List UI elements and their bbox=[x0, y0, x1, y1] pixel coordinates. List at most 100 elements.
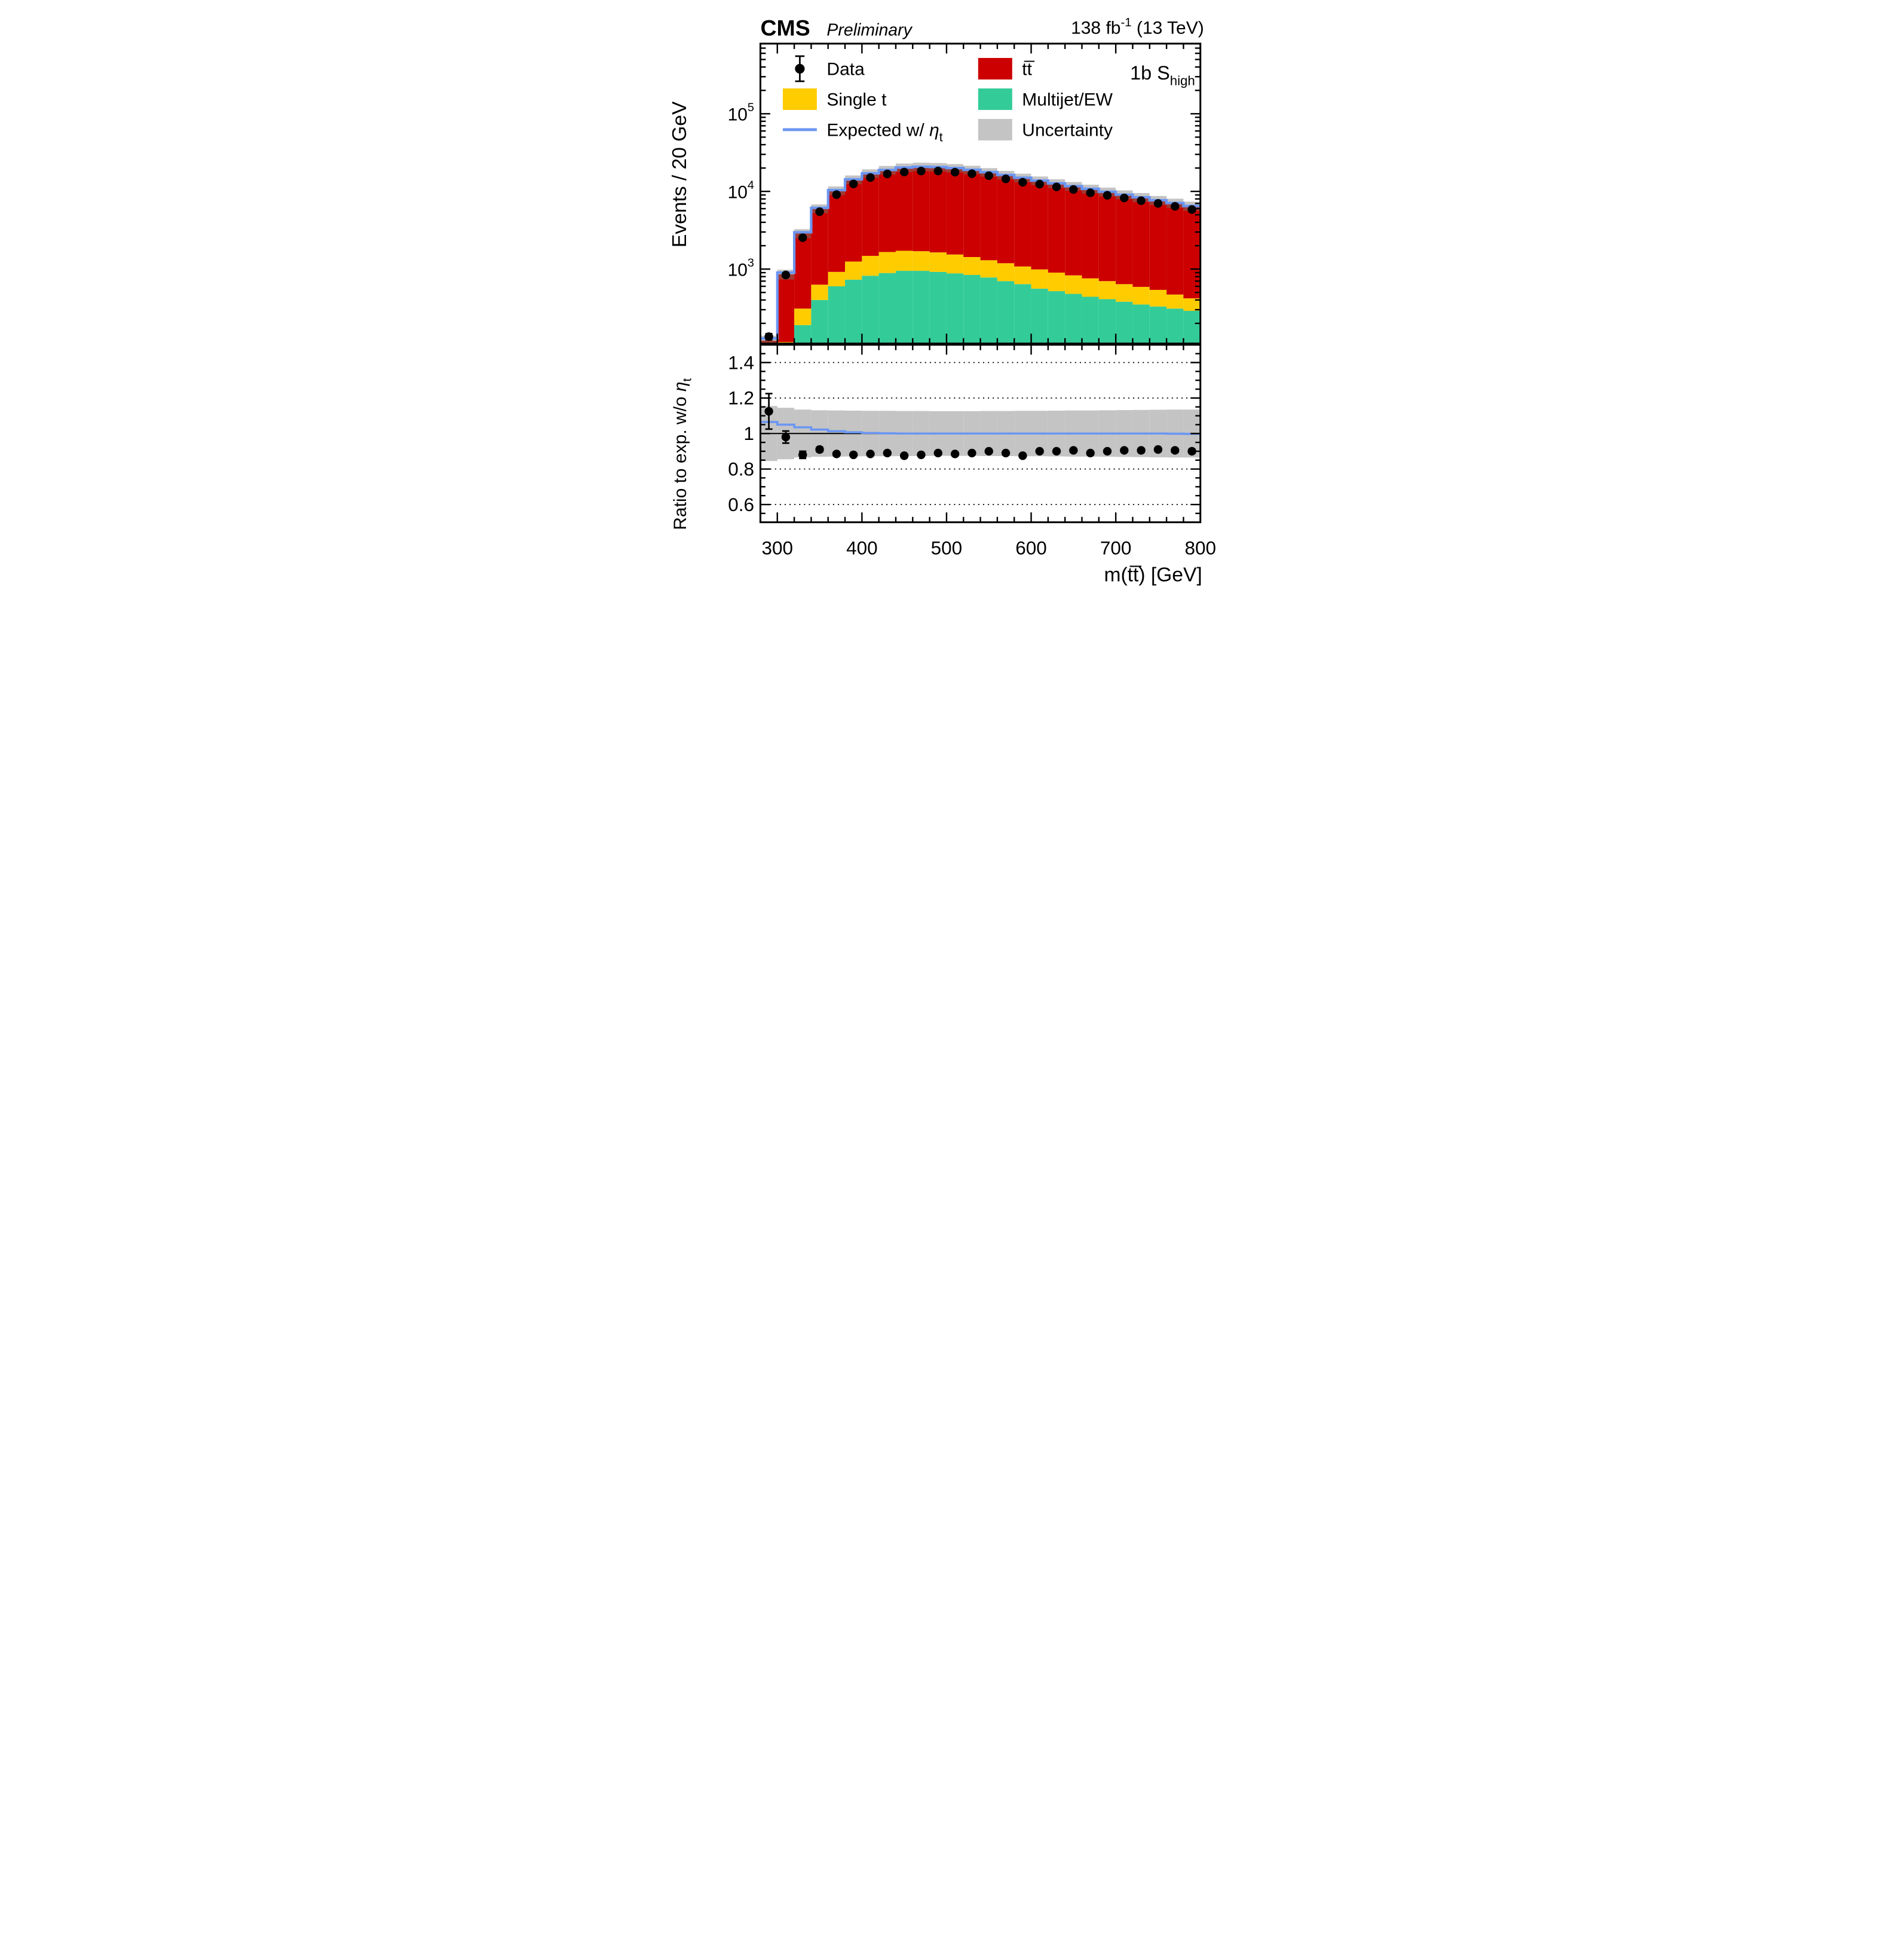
ratio-data-marker bbox=[984, 447, 993, 456]
uncertainty-upper-bin bbox=[862, 169, 879, 174]
data-point bbox=[1018, 178, 1027, 187]
uncertainty-upper-bin bbox=[929, 163, 947, 167]
ratio-data-point bbox=[1120, 446, 1129, 455]
region-label: 1b Shigh bbox=[1130, 62, 1195, 88]
single-t-bin bbox=[1183, 298, 1201, 311]
data-point bbox=[781, 270, 791, 280]
data-point bbox=[967, 169, 976, 178]
data-marker bbox=[815, 207, 824, 216]
ttbar-bin bbox=[895, 167, 913, 251]
data-point bbox=[866, 173, 875, 182]
ratio-data-point bbox=[883, 448, 892, 458]
data-point bbox=[984, 171, 993, 181]
ttbar-bin bbox=[963, 170, 981, 257]
ratio-data-point bbox=[1052, 447, 1061, 456]
single-t-bin bbox=[1065, 275, 1082, 294]
data-marker bbox=[1086, 188, 1095, 197]
ttbar-bin bbox=[1065, 186, 1082, 276]
data-point bbox=[832, 190, 841, 199]
ratio-data-marker bbox=[1035, 447, 1044, 456]
ratio-data-marker bbox=[1187, 447, 1196, 456]
ratio-tick-label: 0.6 bbox=[728, 494, 754, 515]
x-tick-label: 600 bbox=[1015, 538, 1047, 559]
data-point bbox=[899, 167, 909, 177]
ratio-data-marker bbox=[1001, 448, 1011, 458]
uncertainty-upper-bin bbox=[1031, 176, 1048, 181]
ratio-panel-frame bbox=[759, 344, 1202, 524]
y-tick-label: 103 bbox=[728, 256, 754, 280]
multijet-ew-bin bbox=[963, 275, 981, 344]
ratio-data-marker bbox=[1069, 446, 1078, 455]
ratio-tick-label: 1 bbox=[743, 423, 754, 444]
multijet-ew-bin bbox=[845, 279, 862, 344]
multijet-ew-bin bbox=[878, 273, 896, 344]
uncertainty-upper-bin bbox=[1014, 173, 1031, 178]
multijet-ew-bin bbox=[811, 299, 828, 344]
legend-item-multijet: Multijet/EW bbox=[978, 88, 1113, 110]
single-t-bin bbox=[980, 260, 997, 278]
data-marker bbox=[1018, 178, 1027, 187]
ratio-data-marker bbox=[866, 450, 875, 458]
single-t-bin bbox=[1014, 266, 1031, 285]
x-tick-label: 700 bbox=[1100, 538, 1132, 559]
data-point bbox=[815, 207, 824, 216]
data-marker bbox=[899, 167, 909, 177]
ttbar-bin bbox=[1048, 183, 1065, 273]
ratio-tick-label: 0.8 bbox=[728, 458, 754, 479]
data-marker bbox=[764, 332, 773, 341]
data-point bbox=[798, 233, 807, 242]
data-marker bbox=[917, 166, 926, 176]
single-t-bin bbox=[1132, 286, 1150, 305]
single-t-bin bbox=[1149, 289, 1167, 307]
ratio-expected-step bbox=[760, 421, 1201, 435]
multijet-ew-bin bbox=[1116, 301, 1133, 344]
multijet-ew-bin bbox=[1149, 306, 1167, 344]
single-t-bin bbox=[1048, 273, 1065, 292]
ratio-data-point bbox=[1153, 445, 1163, 454]
x-axis-title: m(tt̅) [GeV] bbox=[1104, 564, 1202, 586]
ttbar-bin bbox=[811, 208, 828, 285]
data-points-main bbox=[764, 166, 1196, 341]
data-point bbox=[849, 179, 858, 188]
ratio-data-point bbox=[849, 450, 858, 460]
ratio-data-marker bbox=[1018, 451, 1027, 460]
single-t-bin bbox=[963, 256, 981, 276]
single-t-bin bbox=[1098, 281, 1116, 299]
multijet-ew-bin bbox=[1031, 288, 1048, 344]
ratio-data-point bbox=[933, 448, 942, 458]
ratio-data-point bbox=[866, 450, 875, 458]
y-tick-label: 105 bbox=[728, 101, 754, 125]
uncertainty-upper-bin bbox=[845, 175, 862, 180]
ttbar-bin bbox=[828, 190, 846, 272]
single-t-bin bbox=[794, 308, 812, 325]
single-t-bin bbox=[929, 252, 947, 272]
ratio-data-point bbox=[1137, 446, 1146, 455]
ttbar-bin bbox=[777, 274, 795, 343]
x-tick-label: 400 bbox=[846, 538, 878, 559]
data-marker bbox=[1187, 205, 1196, 214]
ttbar-bin bbox=[794, 233, 812, 309]
data-marker bbox=[1103, 191, 1112, 200]
multijet-ew-bin bbox=[794, 325, 812, 344]
single-t-swatch bbox=[782, 88, 817, 110]
data-points-ratio bbox=[764, 393, 1196, 460]
uncertainty-upper-bin bbox=[963, 166, 981, 170]
ratio-reference-lines bbox=[760, 421, 1201, 435]
single-t-bin bbox=[845, 261, 862, 280]
uncertainty-upper-bin bbox=[1098, 187, 1116, 192]
ratio-data-marker bbox=[1137, 446, 1146, 455]
multijet-swatch bbox=[978, 88, 1012, 110]
multijet-ew-bin bbox=[1048, 291, 1065, 344]
single-t-bin bbox=[1082, 278, 1099, 297]
legend-item-uncertainty: Uncertainty bbox=[978, 118, 1113, 140]
ratio-data-marker bbox=[798, 450, 807, 460]
multijet-ew-bin bbox=[997, 281, 1015, 344]
ratio-data-marker bbox=[899, 451, 909, 460]
multijet-ew-bin bbox=[913, 271, 930, 344]
legend-item-data: Data bbox=[795, 55, 865, 82]
data-marker bbox=[984, 171, 993, 181]
data-marker bbox=[1153, 199, 1163, 208]
multijet-ew-bin bbox=[946, 273, 964, 344]
ratio-data-point bbox=[832, 450, 841, 458]
single-t-bin bbox=[913, 251, 930, 271]
